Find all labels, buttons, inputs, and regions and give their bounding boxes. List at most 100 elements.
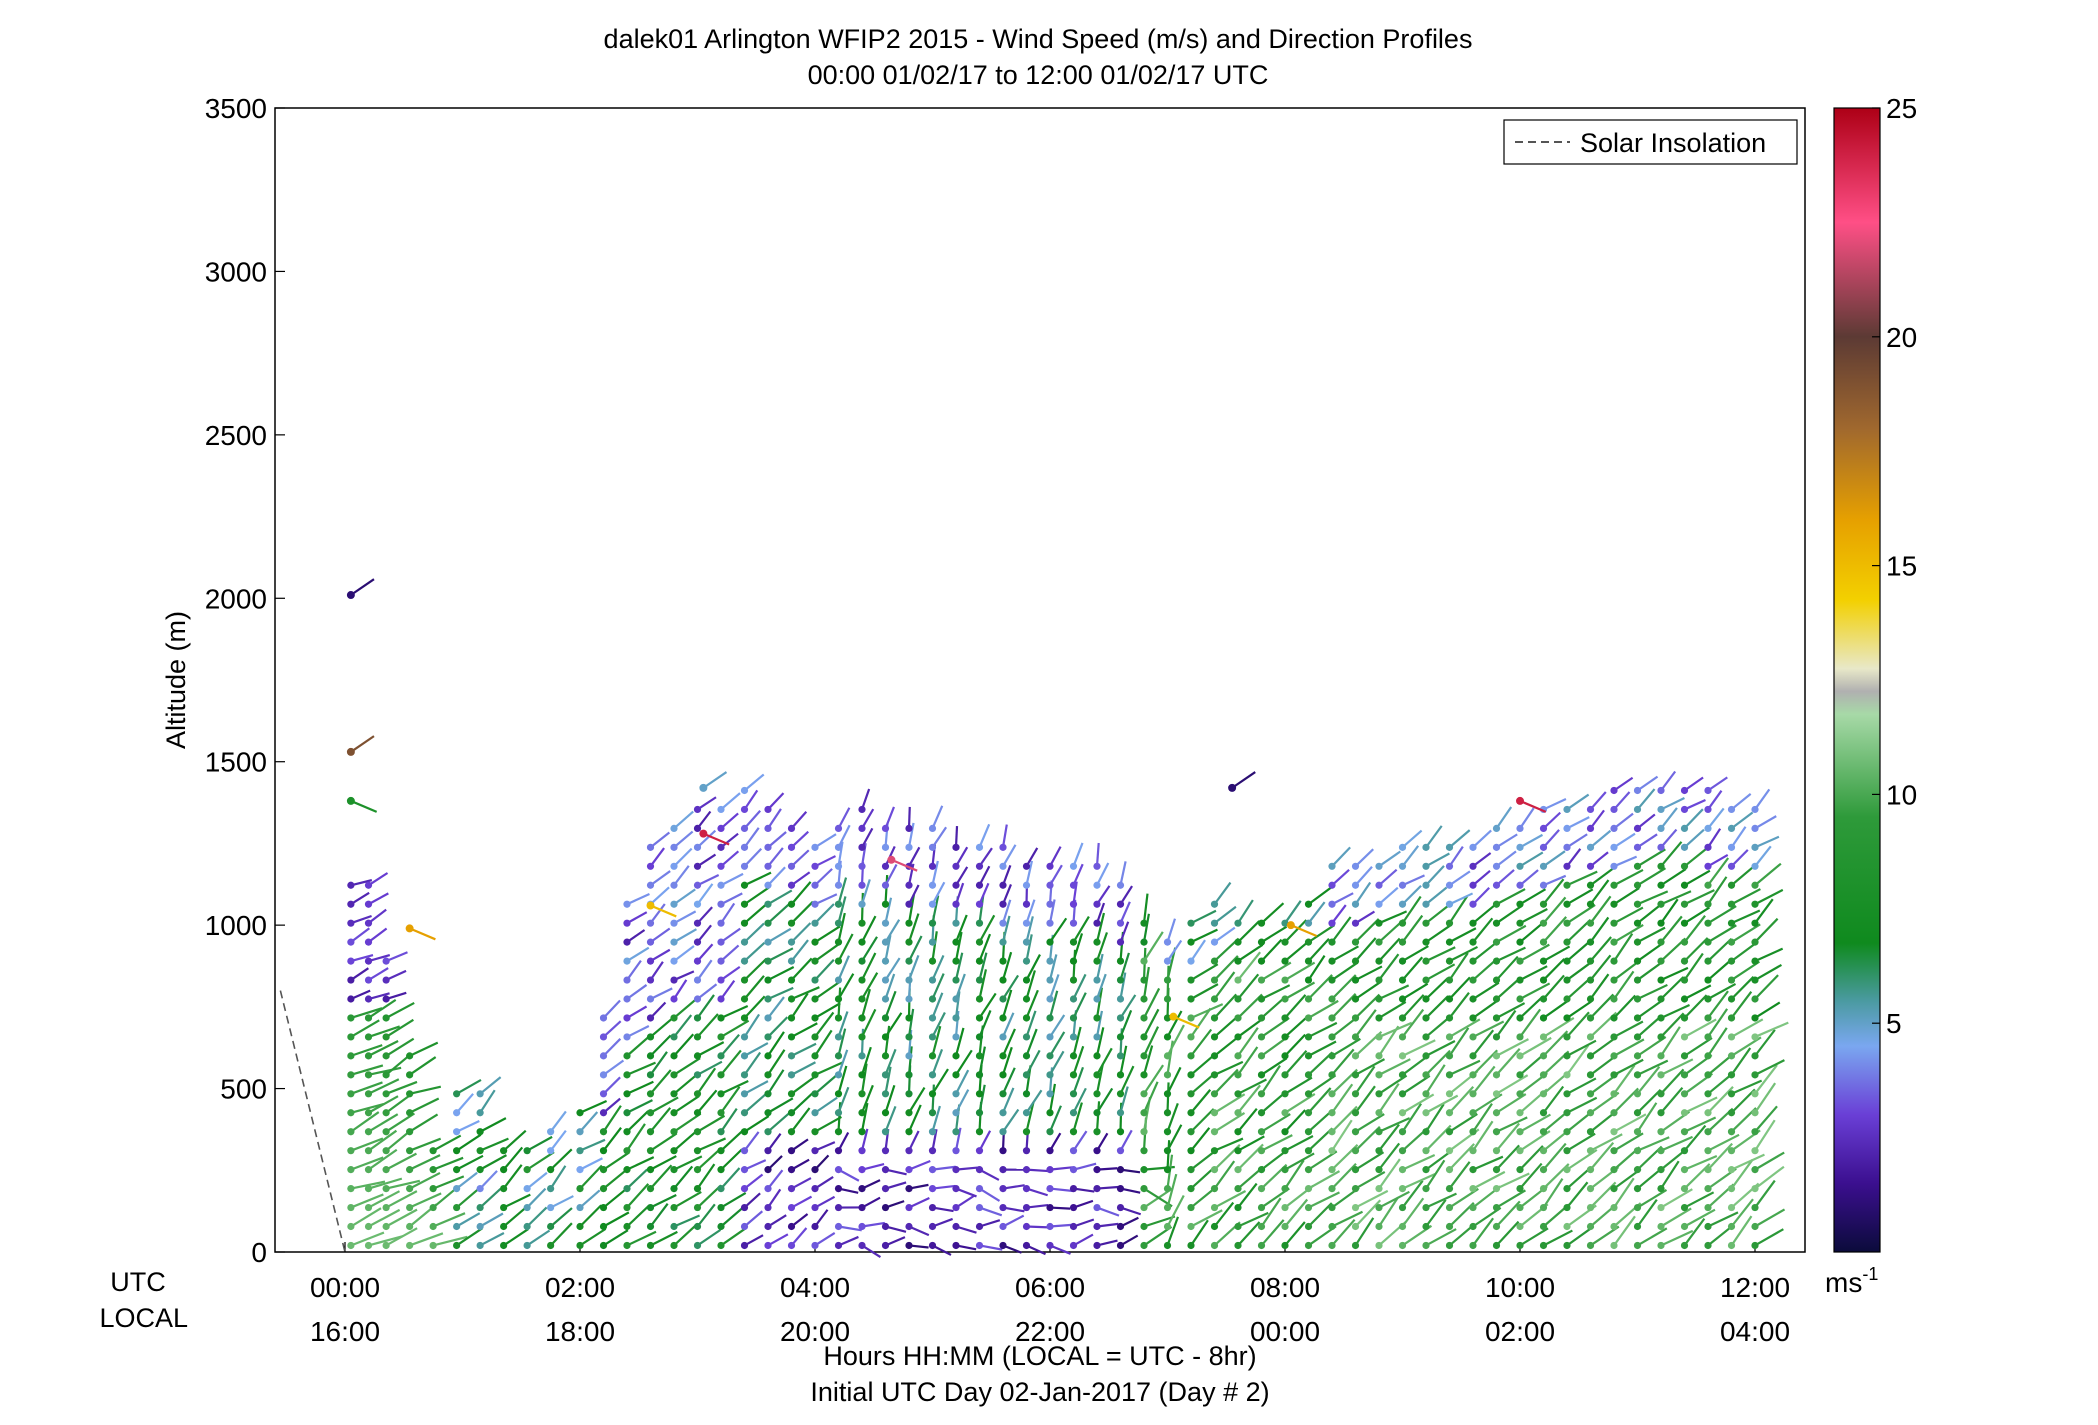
wind-point [811, 1128, 819, 1136]
wind-barb [931, 1084, 935, 1113]
wind-barb [1613, 855, 1638, 868]
wind-point [1445, 1222, 1454, 1231]
wind-point [1093, 881, 1101, 889]
wind-point [740, 1166, 749, 1174]
wind-point [1163, 1033, 1172, 1041]
wind-barb [743, 773, 765, 792]
wind-barb [1683, 994, 1708, 1019]
wind-point [1398, 919, 1407, 927]
wind-point [623, 938, 631, 946]
wind-point [1704, 1071, 1712, 1079]
wind-point [1304, 957, 1313, 965]
wind-point [453, 1147, 461, 1155]
wind-point [999, 862, 1007, 870]
wind-barb [696, 906, 713, 924]
wind-barb [1707, 876, 1728, 905]
wind-barb [743, 1013, 761, 1038]
wind-point [364, 1241, 373, 1250]
wind-barb [1119, 972, 1127, 1000]
wind-barb [385, 1080, 418, 1095]
wind-point [1140, 1222, 1148, 1231]
wind-barb [602, 1105, 622, 1133]
wind-point [623, 1033, 631, 1041]
wind-point [1257, 1109, 1266, 1117]
wind-barb [1707, 1142, 1733, 1171]
wind-barb [1472, 829, 1492, 849]
wind-point [1022, 1166, 1031, 1174]
wind-point [670, 1241, 678, 1250]
wind-barb [1072, 1102, 1083, 1133]
wind-barb [1354, 918, 1380, 943]
wind-barb [367, 1095, 399, 1114]
wind-barb [932, 1165, 956, 1171]
wind-point [1751, 805, 1759, 814]
wind-barb [1613, 1064, 1636, 1095]
wind-barb [1683, 952, 1704, 981]
wind-point [347, 1071, 355, 1079]
wind-point [1304, 1147, 1313, 1155]
wind-point [1187, 919, 1195, 927]
wind-barb [860, 788, 871, 810]
wind-point [1116, 1052, 1125, 1060]
wind-barb [1707, 1211, 1739, 1228]
wind-barb [860, 879, 871, 905]
wind-barb [1448, 1018, 1481, 1038]
wind-barb [1190, 983, 1219, 1000]
wind-barb [1237, 1108, 1258, 1133]
wind-barb [409, 1192, 442, 1209]
wind-barb [931, 931, 938, 962]
wind-point [811, 938, 819, 946]
wind-point [740, 1109, 749, 1117]
wind-point [547, 1241, 555, 1250]
wind-point [1351, 919, 1360, 927]
wind-barb [720, 792, 741, 811]
wind-point [858, 1033, 866, 1041]
wind-barb [1637, 1136, 1670, 1152]
wind-barb [1354, 1113, 1385, 1133]
wind-barb [837, 1086, 850, 1114]
wind-point [717, 1033, 725, 1041]
wind-barb [931, 973, 945, 1000]
wind-point [347, 900, 355, 908]
wind-point [1281, 1184, 1289, 1193]
wind-point [1469, 862, 1477, 870]
wind-barb [931, 1068, 949, 1095]
wind-barb-notable [1519, 799, 1547, 813]
wind-point [1469, 1014, 1477, 1022]
wind-barb [579, 1204, 602, 1228]
wind-point [1680, 900, 1689, 908]
wind-point [1375, 1109, 1383, 1117]
wind-barb [479, 1137, 509, 1152]
wind-point [1539, 995, 1548, 1003]
wind-barb [907, 1008, 915, 1038]
wind-barb [931, 992, 944, 1019]
wind-barb [1025, 954, 1041, 981]
wind-point [1187, 976, 1195, 984]
wind-point [740, 824, 749, 832]
wind-barb [1261, 1134, 1293, 1152]
wind-point [740, 1222, 749, 1231]
wind-barb [1683, 1036, 1713, 1057]
wind-point [1469, 1203, 1477, 1212]
wind-point [1046, 1109, 1054, 1117]
wind-point [1563, 995, 1571, 1003]
wind-point [928, 1109, 937, 1117]
wind-barb [955, 1194, 976, 1209]
wind-barb [1378, 1021, 1413, 1038]
wind-point [1633, 1109, 1642, 1117]
wind-barb [1401, 895, 1422, 924]
wind-point [811, 1147, 819, 1155]
wind-point [1398, 995, 1407, 1003]
wind-barb [626, 1168, 648, 1190]
wind-barb [1049, 864, 1063, 886]
wind-barb [720, 1206, 744, 1228]
wind-barb [502, 1206, 527, 1228]
wind-point [928, 1166, 937, 1174]
wind-point [1022, 976, 1031, 984]
wind-point [693, 957, 702, 965]
wind-point [1375, 1222, 1383, 1231]
wind-barb [1026, 1225, 1049, 1229]
wind-barb [978, 952, 988, 981]
wind-barb [743, 995, 766, 1019]
wind-barb [1213, 1093, 1246, 1114]
